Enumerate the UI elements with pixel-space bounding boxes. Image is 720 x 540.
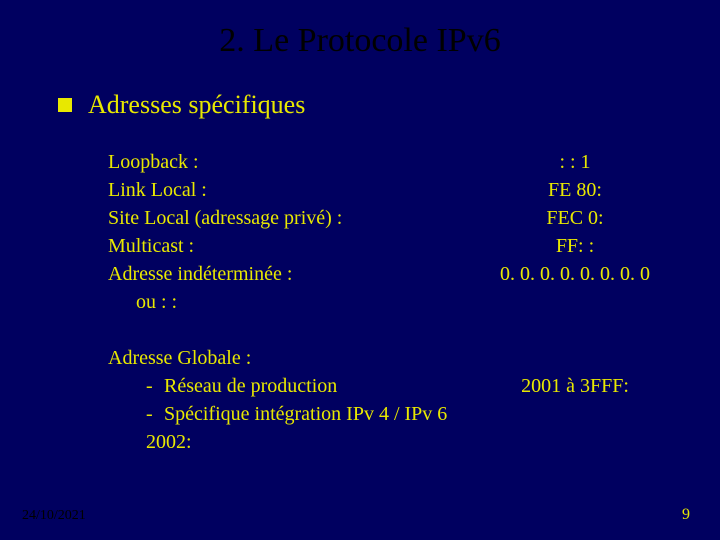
address-row: Multicast : FF: : [108, 232, 660, 260]
address-row: Link Local : FE 80: [108, 176, 660, 204]
dash-icon: - [146, 400, 164, 428]
footer-page-number: 9 [682, 506, 690, 524]
square-bullet-icon [58, 98, 72, 112]
address-alt: ou : : [108, 288, 660, 316]
global-item-label: -Spécifique intégration IPv 4 / IPv 6 20… [146, 400, 490, 456]
global-heading-row: Adresse Globale : [108, 344, 660, 372]
global-item: -Réseau de production 2001 à 3FFF: [146, 372, 660, 400]
global-item-value: 2001 à 3FFF: [490, 372, 660, 400]
global-block: Adresse Globale : -Réseau de production … [108, 344, 660, 456]
address-value: : : 1 [490, 148, 660, 176]
address-label: Site Local (adressage privé) : [108, 204, 490, 232]
address-value: 0. 0. 0. 0. 0. 0. 0. 0 [490, 260, 660, 288]
address-label: Link Local : [108, 176, 490, 204]
address-alt-value [490, 288, 660, 316]
slide-title: 2. Le Protocole IPv6 [0, 0, 720, 90]
footer-date: 24/10/2021 [22, 508, 86, 524]
global-sublist: -Réseau de production 2001 à 3FFF: -Spéc… [108, 372, 660, 456]
address-row: Adresse indéterminée : 0. 0. 0. 0. 0. 0.… [108, 260, 660, 288]
global-item-label: -Réseau de production [146, 372, 490, 400]
global-item: -Spécifique intégration IPv 4 / IPv 6 20… [146, 400, 660, 456]
address-alt-label: ou : : [136, 288, 490, 316]
address-row: Site Local (adressage privé) : FEC 0: [108, 204, 660, 232]
dash-icon: - [146, 372, 164, 400]
address-label: Adresse indéterminée : [108, 260, 490, 288]
global-heading: Adresse Globale : [108, 344, 490, 372]
section-title: Adresses spécifiques [88, 90, 305, 120]
content-block: Loopback : : : 1 Link Local : FE 80: Sit… [0, 148, 720, 456]
address-row: Loopback : : : 1 [108, 148, 660, 176]
address-value: FF: : [490, 232, 660, 260]
address-label: Multicast : [108, 232, 490, 260]
global-item-value [490, 400, 660, 456]
address-label: Loopback : [108, 148, 490, 176]
address-value: FE 80: [490, 176, 660, 204]
section-header: Adresses spécifiques [0, 90, 720, 120]
address-value: FEC 0: [490, 204, 660, 232]
global-heading-value [490, 344, 660, 372]
